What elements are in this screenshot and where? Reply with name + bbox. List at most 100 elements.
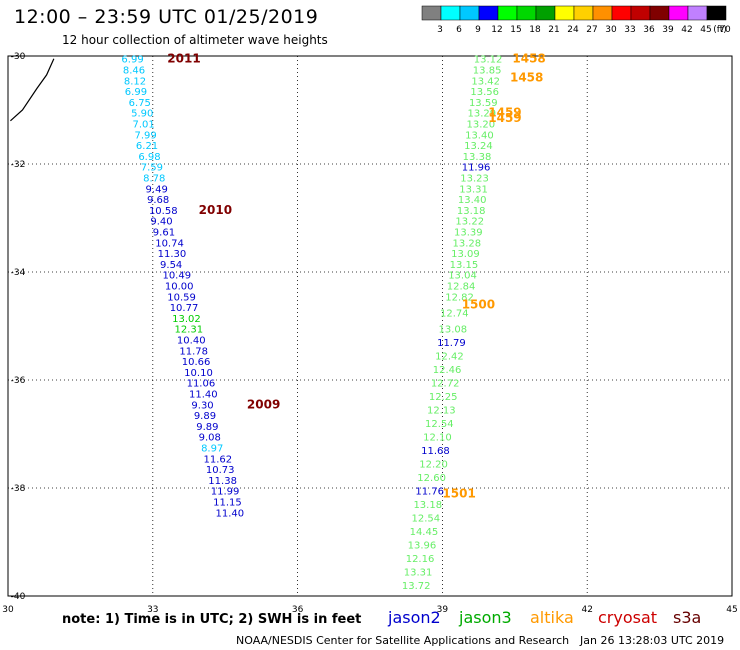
wave-height-label: 13.04 bbox=[448, 271, 477, 282]
colorbar-tick-label: 9 bbox=[475, 25, 481, 35]
colorbar-swatch bbox=[573, 5, 594, 21]
wave-height-label: 13.59 bbox=[469, 98, 498, 109]
wave-height-label: 10.40 bbox=[177, 336, 206, 347]
wave-height-label: 13.18 bbox=[413, 500, 442, 511]
wave-height-label: 9.61 bbox=[153, 228, 175, 239]
colorbar-swatch bbox=[440, 5, 461, 21]
wave-height-label: 7.99 bbox=[134, 130, 156, 141]
wave-height-label: 6.75 bbox=[129, 98, 151, 109]
time-label: 2011 bbox=[167, 52, 200, 66]
wave-height-label: 9.30 bbox=[191, 400, 213, 411]
y-tick-label: -40 bbox=[11, 592, 26, 602]
x-tick-label: 39 bbox=[437, 605, 449, 615]
wave-height-label: 8.97 bbox=[201, 444, 223, 455]
wave-height-label: 12.31 bbox=[175, 325, 204, 336]
y-tick-label: -32 bbox=[11, 160, 26, 170]
wave-height-label: 13.29 bbox=[467, 109, 496, 120]
wave-height-label: 11.99 bbox=[211, 487, 240, 498]
colorbar-tick-label: 6 bbox=[456, 25, 462, 35]
legend-jason3: jason3 bbox=[459, 608, 512, 627]
colorbar-swatch bbox=[649, 5, 670, 21]
colorbar-swatch bbox=[611, 5, 632, 21]
wave-height-label: 8.46 bbox=[123, 66, 145, 77]
wave-height-label: 13.08 bbox=[439, 325, 468, 336]
time-label: 1458 bbox=[510, 71, 543, 85]
x-tick-label: 33 bbox=[147, 605, 158, 615]
wave-height-label: 12.16 bbox=[406, 554, 435, 565]
wave-height-label: 14.45 bbox=[410, 527, 439, 538]
wave-height-label: 12.42 bbox=[435, 352, 464, 363]
wave-height-label: 12.72 bbox=[431, 379, 460, 390]
wave-height-label: 13.40 bbox=[458, 195, 487, 206]
wave-height-label: 13.15 bbox=[450, 260, 479, 271]
wave-height-label: 12.74 bbox=[440, 309, 469, 320]
wave-height-label: 10.66 bbox=[182, 357, 211, 368]
colorbar-tick-label: 18 bbox=[529, 25, 541, 35]
wave-height-label: 6.99 bbox=[121, 55, 143, 66]
wave-height-label: 13.22 bbox=[455, 217, 484, 228]
wave-height-label: 12.20 bbox=[419, 460, 448, 471]
wave-height-label: 12.54 bbox=[412, 514, 441, 525]
wave-height-label: 9.54 bbox=[160, 260, 182, 271]
wave-height-label: 13.42 bbox=[471, 76, 500, 87]
wave-height-label: 9.08 bbox=[199, 433, 221, 444]
wave-height-label: 13.40 bbox=[465, 130, 494, 141]
wave-height-label: 10.73 bbox=[206, 465, 235, 476]
wave-height-label: 13.20 bbox=[467, 120, 496, 131]
wave-height-label: 13.02 bbox=[172, 314, 201, 325]
wave-height-label: 13.38 bbox=[463, 152, 492, 163]
wave-height-label: 13.18 bbox=[457, 206, 486, 217]
x-tick-label: 36 bbox=[292, 605, 304, 615]
wave-height-label: 13.85 bbox=[473, 66, 502, 77]
wave-height-label: 6.99 bbox=[125, 87, 147, 98]
wave-height-label: 10.58 bbox=[149, 206, 178, 217]
colorbar-tick-label: 27 bbox=[586, 25, 597, 35]
colorbar-swatch bbox=[516, 5, 537, 21]
wave-height-label: 13.31 bbox=[404, 568, 433, 579]
wave-height-label: 5.90 bbox=[131, 109, 153, 120]
colorbar-swatch bbox=[535, 5, 556, 21]
wave-height-label: 12.46 bbox=[433, 365, 462, 376]
colorbar-swatch bbox=[668, 5, 689, 21]
colorbar-tick-label: 15 bbox=[510, 25, 521, 35]
time-label: 1459 bbox=[488, 106, 521, 120]
colorbar-swatch bbox=[592, 5, 613, 21]
wave-height-label: 9.89 bbox=[196, 422, 218, 433]
wave-height-label: 11.78 bbox=[179, 346, 208, 357]
wave-height-label: 12.13 bbox=[427, 406, 456, 417]
wave-height-label: 7.01 bbox=[133, 120, 155, 131]
colorbar-swatch bbox=[459, 5, 480, 21]
wave-height-label: 13.24 bbox=[464, 141, 493, 152]
wave-height-label: 10.49 bbox=[162, 271, 191, 282]
colorbar-tick-label: 30 bbox=[605, 25, 617, 35]
colorbar-tick-label: 12 bbox=[491, 25, 502, 35]
colorbar-tick-label: 42 bbox=[681, 25, 692, 35]
colorbar-swatch bbox=[421, 5, 442, 21]
plot-frame bbox=[7, 55, 733, 597]
wave-height-label: 11.76 bbox=[415, 487, 444, 498]
wave-height-label: 10.10 bbox=[184, 368, 213, 379]
wave-height-label: 9.68 bbox=[147, 195, 169, 206]
wave-height-label: 11.40 bbox=[189, 390, 218, 401]
wave-height-label: 10.59 bbox=[167, 292, 196, 303]
colorbar-tick-label: 36 bbox=[643, 25, 655, 35]
coastline bbox=[10, 58, 55, 122]
colorbar-swatch bbox=[497, 5, 518, 21]
footer-note: note: 1) Time is in UTC; 2) SWH is in fe… bbox=[62, 612, 362, 627]
wave-height-label: 8.78 bbox=[143, 174, 165, 185]
wave-height-label: 12.54 bbox=[425, 419, 454, 430]
page-subtitle: 12 hour collection of altimeter wave hei… bbox=[62, 33, 328, 47]
wave-height-label: 11.40 bbox=[216, 508, 245, 519]
time-label: 1459 bbox=[488, 111, 521, 125]
wave-height-label: 12.84 bbox=[447, 282, 476, 293]
y-tick-label: -30 bbox=[11, 52, 26, 62]
wave-height-label: 10.00 bbox=[165, 282, 194, 293]
colorbar-tick-label: 21 bbox=[548, 25, 559, 35]
y-tick-label: -38 bbox=[11, 484, 26, 494]
wave-height-label: 11.06 bbox=[187, 379, 216, 390]
time-label: 1501 bbox=[442, 486, 475, 500]
wave-height-label: 12.10 bbox=[423, 433, 452, 444]
wave-height-label: 11.68 bbox=[421, 446, 450, 457]
x-tick-label: 45 bbox=[726, 605, 737, 615]
colorbar-swatch bbox=[687, 5, 708, 21]
